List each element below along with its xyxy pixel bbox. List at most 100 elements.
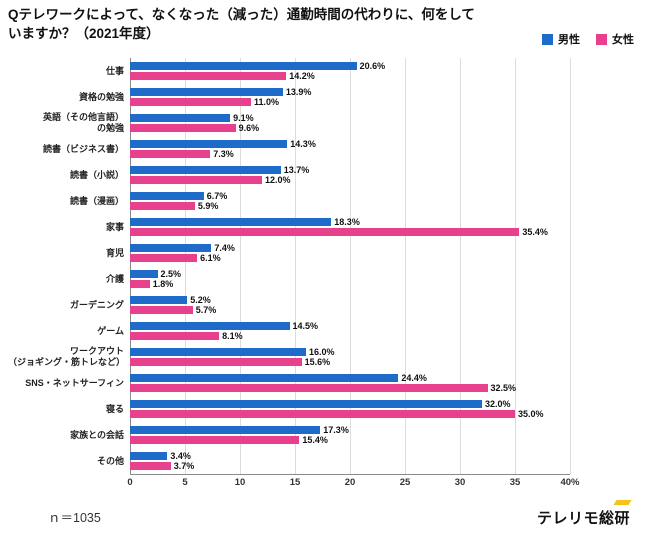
bar-value-label: 14.3% xyxy=(290,139,316,150)
bar-value-label: 5.7% xyxy=(195,304,217,315)
bar-female xyxy=(130,123,236,132)
bar-row: 英語（その他言語） の勉強 9.1% 9.6% xyxy=(8,110,570,136)
gridline xyxy=(405,58,406,474)
bar-line: 1.8% xyxy=(130,279,570,289)
bar-male xyxy=(130,270,158,279)
bar-male xyxy=(130,140,288,149)
category-label: 資格の勉強 xyxy=(78,91,124,102)
bar-line: 18.3% xyxy=(130,217,570,228)
bar-female xyxy=(130,97,251,106)
logo-text: テレリモ総研 xyxy=(536,510,630,527)
chart-title: Qテレワークによって、なくなった（減った）通勤時間の代わりに、何をして いますか… xyxy=(8,7,475,42)
category-label: SNS・ネットサーフィン xyxy=(25,377,124,388)
bar-value-label: 11.0% xyxy=(254,96,280,107)
category-label: 読書（漫画） xyxy=(69,195,124,206)
logo: テレリモ総研 xyxy=(536,500,632,528)
bar-rows: 仕事 20.6% 14.2% 資格の勉強 13.9% 11.0% 英語（その他言語） の勉強… xyxy=(8,58,570,474)
bar-male xyxy=(130,62,357,71)
bar-line: 6.7% xyxy=(130,191,570,202)
bar-value-label: 14.5% xyxy=(292,321,319,332)
bar-male xyxy=(130,452,168,461)
category-label: 介護 xyxy=(105,273,124,284)
bar-chart: 仕事 20.6% 14.2% 資格の勉強 13.9% 11.0% 英語（その他言語） の勉強… xyxy=(8,58,580,490)
bar-line: 15.4% xyxy=(130,434,570,445)
bar-line: 17.3% xyxy=(130,425,570,436)
bar-male xyxy=(130,244,212,253)
bar-row: 読書（ビジネス書） 14.3% 7.3% xyxy=(8,136,570,162)
bar-value-label: 14.2% xyxy=(289,70,315,81)
bar-value-label: 6.7% xyxy=(206,191,228,202)
bar-line: 9.1% xyxy=(130,113,570,123)
category-label: 育児 xyxy=(105,247,124,258)
legend-item-1: 女性 xyxy=(596,31,634,47)
bar-value-label: 15.4% xyxy=(302,434,328,445)
bar-row: ゲーム 14.5% 8.1% xyxy=(8,318,570,344)
bar-line: 7.4% xyxy=(130,243,570,254)
bar-line: 3.7% xyxy=(130,460,570,471)
category-label: ワークアウト （ジョギング・筋トレなど） xyxy=(8,346,126,367)
bar-male xyxy=(130,322,290,331)
bar-value-label: 17.3% xyxy=(323,425,349,436)
gridline xyxy=(295,58,296,474)
bar-female xyxy=(130,305,193,314)
bar-line: 35.4% xyxy=(130,226,570,237)
x-tick-label: 20 xyxy=(344,477,356,488)
bar-group: 5.2% 5.7% xyxy=(130,295,570,316)
bar-line: 12.0% xyxy=(130,175,570,185)
bar-line: 14.3% xyxy=(130,139,570,150)
bar-female xyxy=(130,201,195,210)
category-label: 仕事 xyxy=(105,65,124,76)
gridline xyxy=(350,58,351,474)
bar-male xyxy=(130,374,399,383)
bar-row: ワークアウト （ジョギング・筋トレなど） 16.0% 15.6% xyxy=(8,344,570,370)
bar-line: 6.1% xyxy=(130,252,570,263)
x-tick-label: 0 xyxy=(127,477,133,488)
bar-line: 15.6% xyxy=(130,356,570,367)
bar-group: 17.3% 15.4% xyxy=(130,425,570,446)
bar-female xyxy=(130,435,300,444)
bar-row: 読書（小説） 13.7% 12.0% xyxy=(8,162,570,188)
x-tick-label: 30 xyxy=(454,477,466,488)
bar-line: 5.2% xyxy=(130,295,570,306)
bar-value-label: 24.4% xyxy=(401,373,427,384)
category-label: ガーデニング xyxy=(69,299,124,310)
bar-value-label: 18.3% xyxy=(334,217,360,228)
bar-value-label: 35.4% xyxy=(522,226,548,237)
legend: 男性 女性 xyxy=(542,31,634,47)
bar-male xyxy=(130,296,188,305)
x-axis: 0 5 10 15 20 25 30 35 40% xyxy=(127,474,579,490)
bar-line: 8.1% xyxy=(130,330,570,341)
bar-female xyxy=(130,461,171,470)
bar-value-label: 7.4% xyxy=(214,243,235,254)
bar-female xyxy=(130,71,287,80)
bar-male xyxy=(130,166,281,175)
bar-value-label: 35.0% xyxy=(518,408,544,419)
bar-row: 家族との会話 17.3% 15.4% xyxy=(8,422,570,448)
bar-group: 13.9% 11.0% xyxy=(130,87,570,108)
bar-value-label: 3.7% xyxy=(173,460,195,471)
bar-row: SNS・ネットサーフィン 24.4% 32.5% xyxy=(8,370,570,396)
bar-line: 5.7% xyxy=(130,304,570,315)
bar-value-label: 13.7% xyxy=(283,165,310,176)
bar-line: 35.0% xyxy=(130,408,570,419)
x-tick-label: 40% xyxy=(560,477,580,488)
bar-line: 13.9% xyxy=(130,87,570,97)
bar-value-label: 8.1% xyxy=(222,330,243,341)
bar-value-label: 15.6% xyxy=(304,356,331,367)
bar-value-label: 6.1% xyxy=(200,252,221,263)
bar-value-label: 5.9% xyxy=(197,200,219,211)
bar-group: 24.4% 32.5% xyxy=(130,373,570,394)
bar-value-label: 5.2% xyxy=(190,295,211,306)
bar-value-label: 32.0% xyxy=(485,399,511,410)
bar-line: 32.5% xyxy=(130,383,570,393)
x-tick-label: 15 xyxy=(289,477,301,488)
bar-group: 14.3% 7.3% xyxy=(130,139,570,160)
bar-line: 24.4% xyxy=(130,373,570,384)
bar-value-label: 2.5% xyxy=(160,269,182,280)
gridline xyxy=(240,58,241,474)
legend-label: 男性 xyxy=(558,34,580,46)
bar-group: 16.0% 15.6% xyxy=(130,347,570,368)
gridline xyxy=(570,58,571,474)
gridline xyxy=(460,58,461,474)
gridline xyxy=(130,58,131,474)
